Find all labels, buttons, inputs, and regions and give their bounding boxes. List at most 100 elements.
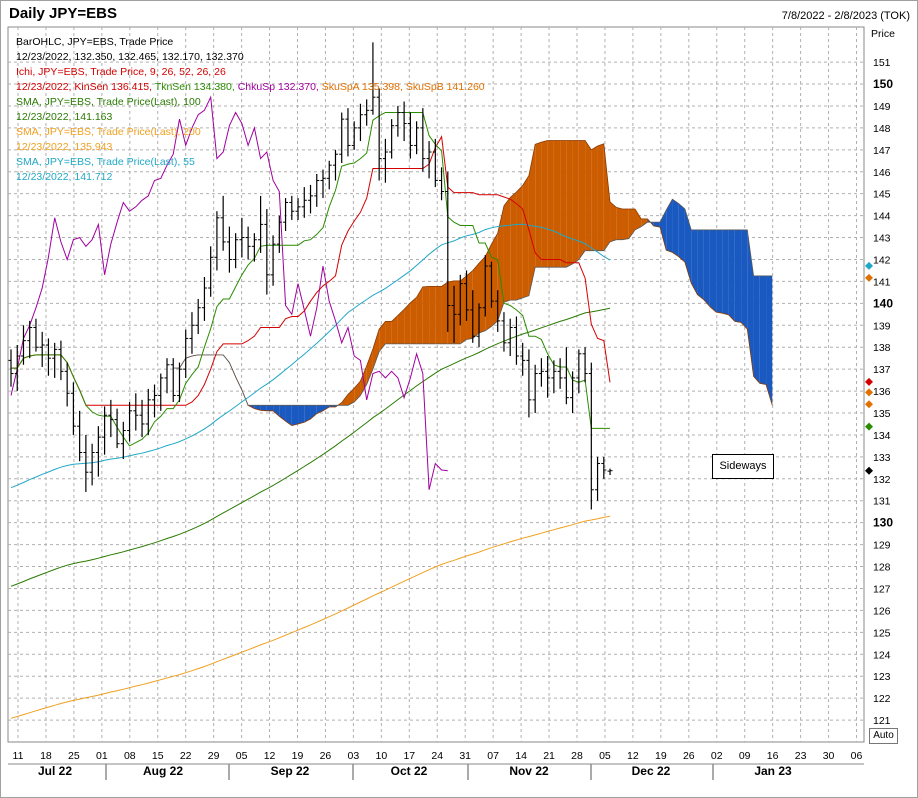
x-month-label: Nov 22 xyxy=(509,764,549,778)
x-month-label: Dec 22 xyxy=(632,764,671,778)
ichimoku-cloud-segment xyxy=(366,348,373,385)
ohlc-bar xyxy=(451,285,457,343)
ichimoku-cloud-segment xyxy=(622,209,629,240)
x-tick-label: 26 xyxy=(683,750,695,762)
y-tick-label: 130 xyxy=(873,516,893,530)
y-tick-label: 146 xyxy=(873,167,891,179)
x-tick-label: 09 xyxy=(739,750,751,762)
ohlc-bar xyxy=(407,112,413,159)
ohlc-bar xyxy=(201,277,207,321)
ichimoku-cloud-segment xyxy=(716,229,723,314)
ichimoku-cloud-segment xyxy=(435,286,442,344)
ichimoku-cloud-segment xyxy=(416,286,423,344)
ohlc-bar xyxy=(258,195,264,253)
ichimoku-cloud-segment xyxy=(616,207,623,240)
ichimoku-cloud-segment xyxy=(260,405,267,411)
ohlc-bar xyxy=(582,347,588,383)
ohlc-bar xyxy=(226,226,232,273)
ohlc-bar xyxy=(570,371,576,414)
x-tick-label: 05 xyxy=(236,750,248,762)
ohlc-bar xyxy=(145,388,151,435)
ohlc-bar xyxy=(264,209,270,295)
x-tick-label: 01 xyxy=(96,750,108,762)
ohlc-bar xyxy=(557,358,563,389)
y-tick-label: 123 xyxy=(873,671,891,683)
ichimoku-cloud-segment xyxy=(472,263,479,339)
ohlc-bar xyxy=(301,187,307,218)
sma-55-line xyxy=(10,223,611,489)
x-tick-label: 03 xyxy=(348,750,360,762)
ohlc-bar xyxy=(445,171,451,332)
price-marker xyxy=(865,422,873,431)
ichimoku-cloud-segment xyxy=(528,144,536,296)
ichimoku-cloud-segment xyxy=(379,321,386,352)
ichimoku-cloud-segment xyxy=(759,275,767,385)
ohlc-bar xyxy=(370,42,376,115)
ichimoku-cloud-segment xyxy=(684,209,692,284)
auto-scale-button[interactable]: Auto xyxy=(869,728,898,744)
x-tick-label: 30 xyxy=(823,750,835,762)
ichimoku-cloud-segment xyxy=(285,405,292,426)
ichimoku-cloud-segment xyxy=(441,281,448,344)
legend-line: BarOHLC, JPY=EBS, Trade Price xyxy=(16,36,174,48)
y-tick-label: 149 xyxy=(873,101,891,113)
y-tick-label: 126 xyxy=(873,605,891,617)
ohlc-bar xyxy=(170,358,176,403)
ohlc-bar xyxy=(276,215,282,253)
ichimoku-cloud-segment xyxy=(347,388,355,406)
x-tick-label: 11 xyxy=(13,750,24,762)
ohlc-bar xyxy=(89,443,95,486)
ohlc-bar xyxy=(283,198,289,231)
x-tick-label: 12 xyxy=(627,750,639,762)
ohlc-bar xyxy=(320,169,326,199)
ohlc-bar xyxy=(58,340,64,381)
y-tick-label: 131 xyxy=(873,496,891,508)
y-tick-label: 138 xyxy=(873,342,891,354)
x-month-label: Oct 22 xyxy=(391,764,428,778)
x-tick-label: 25 xyxy=(68,750,80,762)
ohlc-bar xyxy=(507,318,513,356)
x-tick-label: 08 xyxy=(124,750,136,762)
ohlc-bar xyxy=(289,195,295,221)
ichimoku-cloud-segment xyxy=(273,405,280,417)
price-marker xyxy=(865,377,873,386)
x-tick-label: 17 xyxy=(403,750,415,762)
ichimoku-cloud-segment xyxy=(728,229,735,322)
ichimoku-cloud-segment xyxy=(541,140,548,268)
ichimoku-cloud-segment xyxy=(678,203,685,263)
ohlc-bar xyxy=(345,108,351,157)
ichimoku-cloud-segment xyxy=(766,275,773,406)
ichimoku-cloud-segment xyxy=(753,275,760,384)
ichimoku-cloud-segment xyxy=(385,321,392,344)
ichimoku-cloud-segment xyxy=(572,140,579,264)
ohlc-bar xyxy=(501,312,507,352)
ohlc-bar xyxy=(495,290,501,332)
ohlc-bar xyxy=(108,399,114,438)
y-tick-label: 151 xyxy=(873,57,891,69)
x-tick-label: 07 xyxy=(487,750,499,762)
ichimoku-cloud-segment xyxy=(553,140,561,268)
ohlc-bar xyxy=(39,331,45,367)
ohlc-bar xyxy=(513,316,519,365)
ichimoku-cloud-segment xyxy=(479,256,486,333)
legend-line: 12/23/2022, KinSen 136.415, TknSen 134.3… xyxy=(16,81,485,93)
legend-line: 12/23/2022, 141.712 xyxy=(16,171,113,183)
ohlc-bar xyxy=(607,468,613,476)
ohlc-bar xyxy=(357,103,363,142)
ichimoku-cloud-segment xyxy=(585,140,592,251)
ohlc-bar xyxy=(270,235,276,286)
legend-line: Ichi, JPY=EBS, Trade Price, 9, 26, 52, 2… xyxy=(16,66,226,78)
legend-line: 12/23/2022, 135.943 xyxy=(16,141,113,153)
ohlc-bar xyxy=(233,233,239,269)
ohlc-bar xyxy=(563,347,569,405)
x-tick-label: 23 xyxy=(795,750,807,762)
y-tick-label: 141 xyxy=(873,276,891,288)
legend-line: SMA, JPY=EBS, Trade Price(Last), 100 xyxy=(16,96,201,108)
x-month-label: Aug 22 xyxy=(143,764,183,778)
y-tick-label: 137 xyxy=(873,364,891,376)
y-tick-label: 150 xyxy=(873,77,893,91)
ohlc-bar xyxy=(77,410,83,462)
ohlc-bar xyxy=(164,358,170,394)
ohlc-bar xyxy=(457,274,463,326)
